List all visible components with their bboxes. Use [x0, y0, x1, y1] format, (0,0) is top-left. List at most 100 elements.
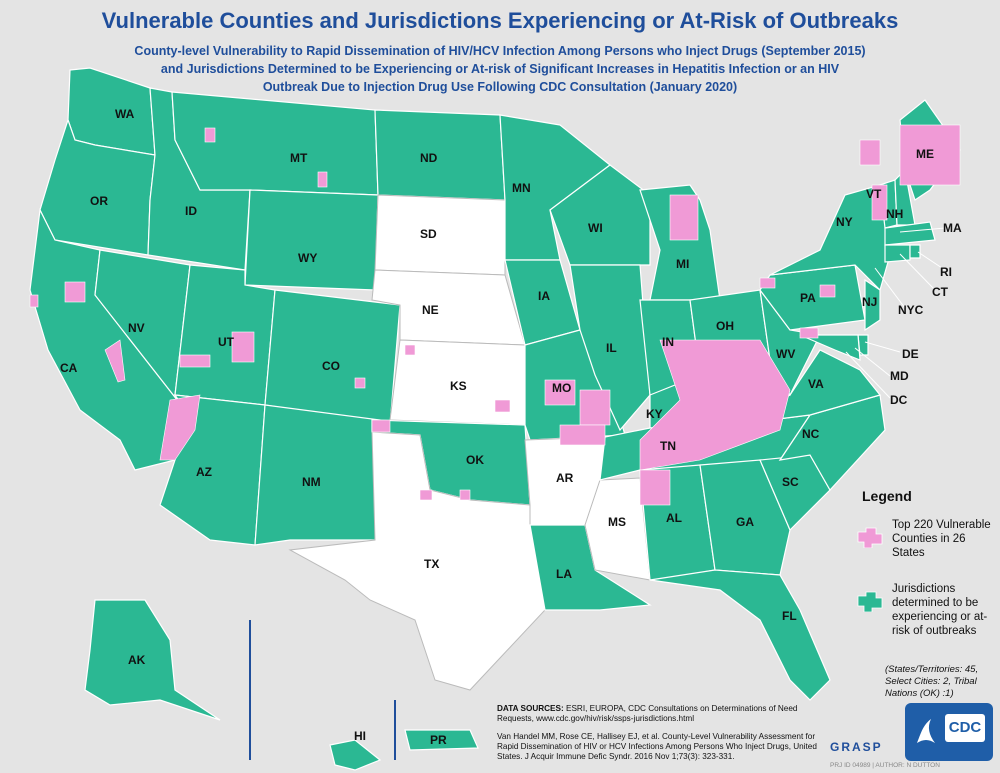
state-ca — [29, 207, 186, 471]
footer-project-id: PRJ ID 04989 | AUTHOR: N DUTTON — [830, 762, 940, 769]
legend-item-jurisdictions: Jurisdictions determined to be experienc… — [852, 582, 992, 638]
label-nv: NV — [128, 321, 145, 335]
label-mn: MN — [512, 181, 531, 195]
subtitle-line-3: Outbreak Due to Injection Drug Use Follo… — [262, 80, 738, 94]
label-tx: TX — [424, 557, 439, 571]
map-subtitle: County-level Vulnerability to Rapid Diss… — [120, 42, 880, 96]
state-md — [799, 334, 861, 361]
vulnerable-counties — [29, 124, 961, 506]
state-il — [569, 264, 651, 432]
label-nj: NJ — [862, 295, 877, 309]
state-fl — [649, 569, 831, 701]
label-pa: PA — [800, 291, 816, 305]
jurisdiction-swatch — [857, 591, 883, 612]
state-pa — [759, 264, 866, 331]
label-ks: KS — [450, 379, 467, 393]
hhs-eagle-icon — [917, 719, 935, 743]
label-id: ID — [185, 204, 197, 218]
legend-jurisdictions-label: Jurisdictions determined to be experienc… — [892, 583, 988, 637]
cdc-wordmark: CDC — [945, 714, 985, 742]
label-oh: OH — [716, 319, 734, 333]
label-nh: NH — [886, 207, 903, 221]
count-note: (States/Territories: 45, Select Cities: … — [885, 664, 979, 699]
label-ia: IA — [538, 289, 550, 303]
state-mn — [499, 114, 611, 261]
label-ar: AR — [556, 471, 574, 485]
label-dc: DC — [890, 393, 908, 407]
state-ma — [884, 221, 936, 246]
label-wy: WY — [298, 251, 317, 265]
state-nj — [864, 278, 881, 332]
state-mi — [639, 184, 721, 301]
label-nc: NC — [802, 427, 820, 441]
label-ny: NY — [836, 215, 853, 229]
label-ga: GA — [736, 515, 754, 529]
map-title: Vulnerable Counties and Jurisdictions Ex… — [101, 8, 899, 33]
label-nd: ND — [420, 151, 438, 165]
label-il: IL — [606, 341, 617, 355]
label-ms: MS — [608, 515, 626, 529]
state-pr — [404, 729, 479, 751]
subtitle-line-2: and Jurisdictions Determined to be Exper… — [160, 62, 840, 76]
legend-item-vulnerable: Top 220 Vulnerable Counties in 26 States — [852, 518, 992, 560]
legend-vulnerable-label: Top 220 Vulnerable Counties in 26 States — [892, 519, 991, 559]
state-tx — [288, 431, 546, 691]
subtitle-line-1: County-level Vulnerability to Rapid Diss… — [134, 44, 866, 58]
label-al: AL — [666, 511, 682, 525]
label-me: ME — [916, 147, 934, 161]
state-co — [264, 289, 401, 426]
grasp-logo: GRASP — [830, 740, 883, 754]
state-nm — [254, 404, 381, 546]
label-nm: NM — [302, 475, 321, 489]
sources-text: ESRI, EUROPA, CDC Consultations on Deter… — [497, 704, 798, 723]
label-vt: VT — [866, 187, 882, 201]
legend: Legend Top 220 Vulnerable Counties in 26… — [852, 488, 992, 660]
state-mt — [171, 91, 379, 196]
label-hi: HI — [354, 729, 366, 743]
label-de: DE — [902, 347, 919, 361]
state-ak — [84, 599, 221, 721]
cdc-logo: CDC — [905, 703, 993, 761]
legend-title: Legend — [862, 488, 912, 504]
label-nyc: NYC — [898, 303, 924, 317]
citation: Van Handel MM, Rose CE, Hallisey EJ, et … — [497, 732, 817, 761]
state-wy — [244, 189, 379, 291]
label-ri: RI — [940, 265, 952, 279]
label-ne: NE — [422, 303, 439, 317]
state-hi — [329, 739, 382, 771]
label-co: CO — [322, 359, 340, 373]
state-ms — [584, 477, 651, 581]
label-mi: MI — [676, 257, 689, 271]
data-sources: DATA SOURCES: ESRI, EUROPA, CDC Consulta… — [497, 704, 827, 724]
label-ky: KY — [646, 407, 663, 421]
label-la: LA — [556, 567, 572, 581]
label-in: IN — [662, 335, 674, 349]
label-sd: SD — [420, 227, 437, 241]
label-ak: AK — [128, 653, 146, 667]
sources-label: DATA SOURCES: — [497, 704, 564, 713]
label-ct: CT — [932, 285, 949, 299]
vulnerable-county-swatch — [857, 527, 883, 548]
label-mo: MO — [552, 381, 571, 395]
label-ut: UT — [218, 335, 235, 349]
label-ma: MA — [943, 221, 962, 235]
label-ok: OK — [466, 453, 484, 467]
label-va: VA — [808, 377, 824, 391]
label-az: AZ — [196, 465, 212, 479]
label-or: OR — [90, 194, 108, 208]
state-ga — [699, 459, 791, 576]
state-ri — [909, 244, 921, 259]
state-sd — [374, 194, 506, 276]
label-pr: PR — [430, 733, 447, 747]
label-wi: WI — [588, 221, 603, 235]
label-fl: FL — [782, 609, 797, 623]
label-mt: MT — [290, 151, 308, 165]
state-wi — [549, 164, 651, 266]
label-ca: CA — [60, 361, 78, 375]
label-wv: WV — [776, 347, 795, 361]
label-sc: SC — [782, 475, 799, 489]
label-tn: TN — [660, 439, 676, 453]
label-md: MD — [890, 369, 909, 383]
state-nd — [374, 109, 506, 201]
